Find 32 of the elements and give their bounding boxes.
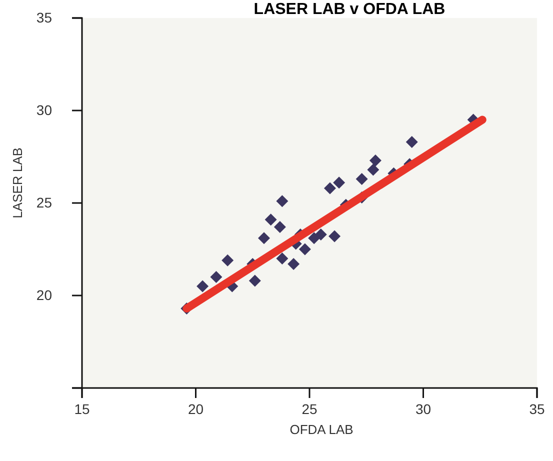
x-tick-label: 25	[302, 400, 318, 417]
point	[288, 258, 300, 270]
x-axis-title: OFDA LAB	[290, 422, 354, 437]
point	[356, 172, 368, 185]
point	[298, 243, 311, 256]
point	[324, 182, 336, 194]
y-tick-label: 30	[36, 102, 52, 118]
point	[248, 274, 261, 287]
point	[369, 154, 382, 166]
x-tick-label: 20	[188, 400, 204, 417]
chart-title: LASER LAB v OFDA LAB	[254, 1, 446, 18]
point	[328, 230, 341, 242]
point	[333, 176, 346, 189]
y-tick-label: 35	[36, 9, 52, 26]
point	[222, 254, 234, 266]
x-tick-label: 35	[529, 400, 545, 417]
point	[196, 280, 209, 292]
point	[406, 136, 418, 148]
x-tick-label: 15	[74, 400, 90, 417]
point	[258, 232, 270, 244]
point	[274, 221, 286, 234]
point	[276, 195, 288, 208]
y-tick-label: 20	[36, 286, 52, 303]
point	[308, 232, 320, 244]
y-axis-title: LASER LAB	[10, 148, 25, 218]
point	[264, 214, 277, 226]
x-tick-label: 30	[415, 400, 432, 417]
point	[314, 228, 327, 240]
point	[210, 271, 222, 283]
point	[276, 252, 288, 264]
y-tick-label: 25	[36, 194, 52, 210]
point	[367, 164, 380, 176]
